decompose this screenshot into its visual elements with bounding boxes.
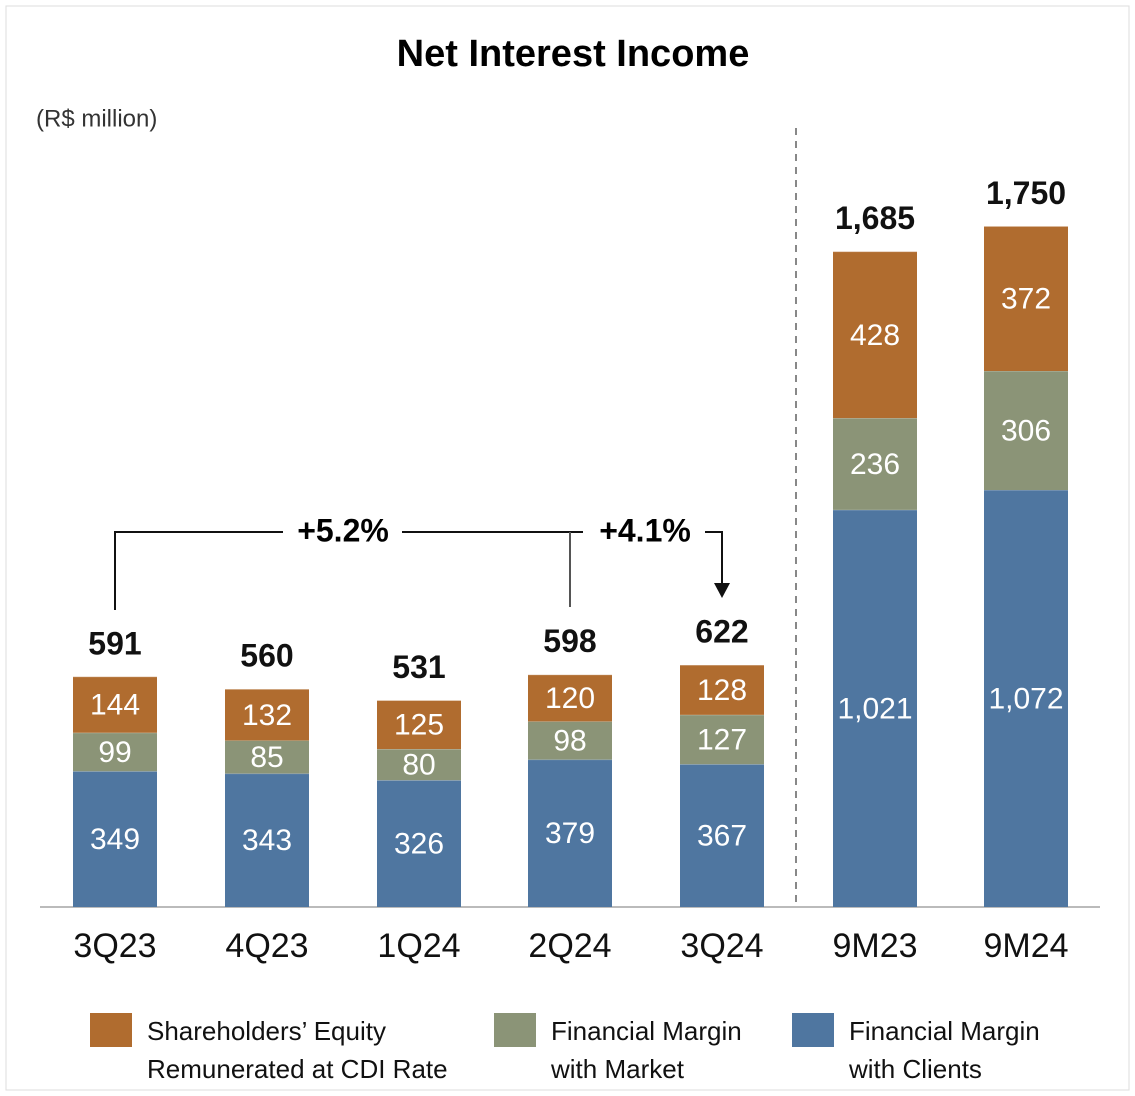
- arrow-head: [714, 583, 730, 598]
- bar-segment: [528, 721, 612, 760]
- bar-segment: [73, 732, 157, 772]
- legend-swatch: [792, 1013, 834, 1047]
- data-label: 132: [242, 699, 292, 732]
- data-label: 80: [402, 749, 435, 782]
- bar-segment: [833, 418, 917, 510]
- x-tick-label: 9M24: [983, 927, 1068, 965]
- total-label: 1,685: [835, 200, 915, 236]
- bar-segment: [680, 665, 764, 715]
- bar-segment: [377, 749, 461, 781]
- data-label: 236: [850, 448, 900, 481]
- total-label: 622: [695, 614, 748, 650]
- total-label: 560: [240, 638, 293, 674]
- bar-segment: [833, 509, 917, 907]
- total-label: 598: [543, 623, 596, 659]
- data-label: 125: [394, 709, 444, 742]
- bar-segment: [225, 740, 309, 774]
- annotation: +4.1%: [599, 512, 691, 548]
- frame: [5, 5, 1130, 1091]
- legend-label: Shareholders’ Equity Remunerated at CDI …: [147, 1016, 448, 1084]
- x-tick-label: 4Q23: [225, 927, 308, 965]
- data-label: 428: [850, 319, 900, 352]
- annotation: +5.2%: [297, 512, 389, 548]
- bracket: [705, 531, 723, 585]
- data-label: 343: [242, 824, 292, 857]
- data-label: 120: [545, 682, 595, 715]
- x-tick-label: 3Q24: [680, 927, 763, 965]
- data-label: 379: [545, 817, 595, 850]
- data-label: 85: [250, 741, 283, 774]
- bar-segment: [225, 689, 309, 741]
- chart-title: Net Interest Income: [397, 33, 750, 75]
- data-label: 99: [98, 736, 131, 769]
- bar-segment: [528, 759, 612, 907]
- x-tick-label: 3Q23: [73, 927, 156, 965]
- bar-segment: [833, 251, 917, 419]
- data-label: 372: [1001, 283, 1051, 316]
- bar-segment: [984, 226, 1068, 372]
- legend-label: Financial Margin with Clients: [849, 1016, 1040, 1084]
- bar-segment: [377, 700, 461, 750]
- bar-segment: [377, 780, 461, 907]
- bar-segment: [680, 714, 764, 765]
- bar-segment: [984, 371, 1068, 491]
- data-label: 349: [90, 823, 140, 856]
- x-tick-label: 9M23: [832, 927, 917, 965]
- bar-segment: [225, 773, 309, 907]
- data-label: 367: [697, 820, 747, 853]
- total-label: 591: [88, 626, 141, 662]
- total-label: 1,750: [986, 175, 1066, 211]
- total-label: 531: [392, 649, 445, 685]
- subtitle: (R$ million): [36, 105, 157, 132]
- bar-segment: [680, 764, 764, 907]
- bar-segment: [73, 676, 157, 733]
- x-tick-label: 2Q24: [528, 927, 611, 965]
- bracket: [114, 531, 283, 610]
- data-label: 1,072: [988, 682, 1063, 715]
- data-label: 1,021: [837, 692, 912, 725]
- data-label: 128: [697, 674, 747, 707]
- data-label: 326: [394, 828, 444, 861]
- legend-label: Financial Margin with Market: [551, 1016, 742, 1084]
- x-tick-label: 1Q24: [377, 927, 460, 965]
- legend-swatch: [494, 1013, 536, 1047]
- bar-segment: [528, 674, 612, 722]
- bar-segment: [984, 490, 1068, 907]
- data-label: 127: [697, 723, 747, 756]
- legend-swatch: [90, 1013, 132, 1047]
- bar-segment: [73, 771, 157, 907]
- data-label: 98: [553, 724, 586, 757]
- data-label: 144: [90, 689, 140, 722]
- data-label: 306: [1001, 414, 1051, 447]
